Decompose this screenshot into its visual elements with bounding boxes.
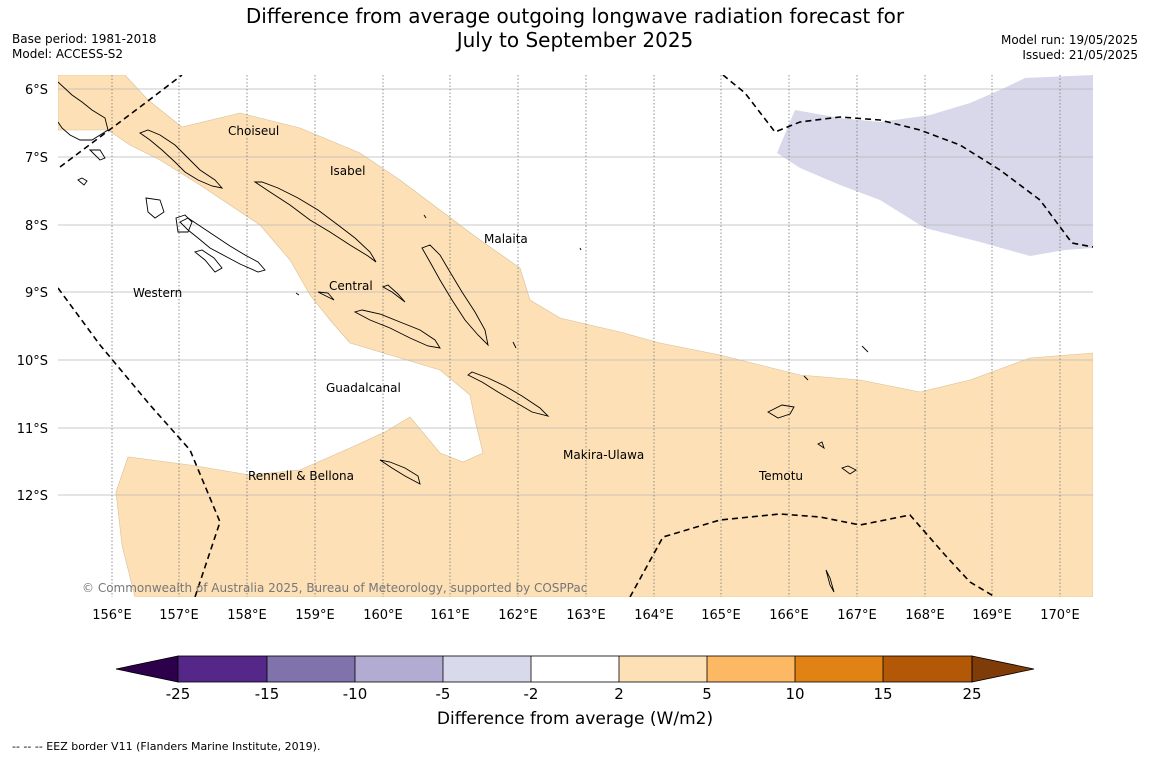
lat-tick-labels: 6°S 7°S 8°S 9°S 10°S 11°S 12°S [17, 83, 48, 504]
meta-right: Model run: 19/05/2025 Issued: 21/05/2025 [1001, 33, 1138, 63]
guadalcanal-coast [353, 309, 441, 349]
new-georgia-coast [179, 217, 266, 273]
anomaly-negative-region [777, 75, 1093, 256]
colorbar-tick: 2 [614, 685, 624, 703]
lat-gridlines [58, 88, 1093, 496]
lon-tick: 168°E [905, 608, 945, 623]
label-rennell-bellona: Rennell & Bellona [248, 469, 354, 483]
colorbar-tick: -10 [343, 685, 368, 703]
model-name: Model: ACCESS-S2 [12, 47, 124, 61]
colorbar-extend-min [115, 655, 179, 683]
lat-tick: 8°S [25, 219, 48, 234]
colorbar-tick: -15 [255, 685, 280, 703]
label-malaita: Malaita [484, 232, 528, 246]
isabel-coast [253, 181, 377, 263]
label-choiseul: Choiseul [228, 124, 279, 138]
lon-tick: 170°E [1040, 608, 1080, 623]
colorbar-tick: -5 [436, 685, 451, 703]
malaita-coast [421, 244, 489, 347]
bougainville-coast [58, 81, 109, 141]
colorbar-segment [531, 656, 619, 682]
lon-tick: 166°E [769, 608, 809, 623]
makira-coast [467, 371, 550, 417]
lon-tick: 156°E [92, 608, 132, 623]
colorbar-tick: -25 [166, 685, 191, 703]
rennell-coast [379, 459, 421, 485]
map-copyright: © Commonwealth of Australia 2025, Bureau… [82, 581, 587, 595]
colorbar-segment [883, 656, 972, 682]
colorbar-tick: -2 [524, 685, 539, 703]
lon-tick: 162°E [498, 608, 538, 623]
model-run: Model run: 19/05/2025 [1000, 33, 1138, 47]
lon-tick: 160°E [363, 608, 403, 623]
lat-tick: 12°S [17, 489, 48, 504]
eez-borders [58, 75, 1093, 597]
lon-tick: 157°E [159, 608, 199, 623]
lat-tick: 7°S [25, 151, 48, 166]
label-temotu: Temotu [758, 469, 803, 483]
lon-tick: 169°E [972, 608, 1012, 623]
colorbar-tick: 5 [702, 685, 712, 703]
label-makira-ulawa: Makira-Ulawa [563, 448, 644, 462]
region-labels: Choiseul Isabel Malaita Western Central … [133, 124, 803, 483]
label-guadalcanal: Guadalcanal [326, 381, 401, 395]
lat-tick: 9°S [25, 286, 48, 301]
lon-tick: 159°E [295, 608, 335, 623]
colorbar-title: Difference from average (W/m2) [436, 709, 714, 729]
colorbar-segment [355, 656, 443, 682]
meta-left: Base period: 1981-2018 Model: ACCESS-S2 [12, 32, 157, 62]
map-title-line1: Difference from average outgoing longwav… [245, 4, 905, 28]
lon-tick: 163°E [566, 608, 606, 623]
label-western: Western [133, 286, 182, 300]
lon-tick: 165°E [701, 608, 741, 623]
base-period: Base period: 1981-2018 [12, 32, 157, 46]
choiseul-coast [139, 129, 224, 189]
colorbar-segment [178, 656, 267, 682]
lon-tick: 161°E [430, 608, 470, 623]
label-isabel: Isabel [330, 164, 365, 178]
map-title-line2: July to September 2025 [456, 28, 694, 52]
map-area: © Commonwealth of Australia 2025, Bureau… [58, 75, 1093, 597]
label-central: Central [329, 279, 373, 293]
eez-footnote: -- -- -- EEZ border V11 (Flanders Marine… [12, 740, 321, 753]
colorbar-tick: 10 [785, 685, 804, 703]
lon-gridlines [111, 75, 1061, 597]
lon-tick: 158°E [227, 608, 267, 623]
colorbar-segment [267, 656, 355, 682]
colorbar-segment [443, 656, 531, 682]
lon-tick: 164°E [634, 608, 674, 623]
lat-tick: 11°S [17, 422, 48, 437]
lat-tick: 10°S [17, 354, 48, 369]
colorbar-segment [619, 656, 707, 682]
map-title: Difference from average outgoing longwav… [0, 4, 1150, 52]
colorbar-segment [795, 656, 883, 682]
lat-tick: 6°S [25, 83, 48, 98]
issued-date: Issued: 21/05/2025 [1022, 48, 1138, 62]
colorbar-extend-max [971, 655, 1035, 683]
colorbar-ticks: -25 -15 -10 -5 -2 2 5 10 15 25 [166, 685, 982, 703]
colorbar-tick: 25 [962, 685, 981, 703]
colorbar: -25 -15 -10 -5 -2 2 5 10 15 25 [115, 655, 1035, 703]
lon-tick: 167°E [837, 608, 877, 623]
colorbar-segment [707, 656, 795, 682]
colorbar-tick: 15 [873, 685, 892, 703]
lon-tick-labels: 156°E 157°E 158°E 159°E 160°E 161°E 162°… [92, 608, 1080, 623]
coastlines [58, 81, 869, 593]
